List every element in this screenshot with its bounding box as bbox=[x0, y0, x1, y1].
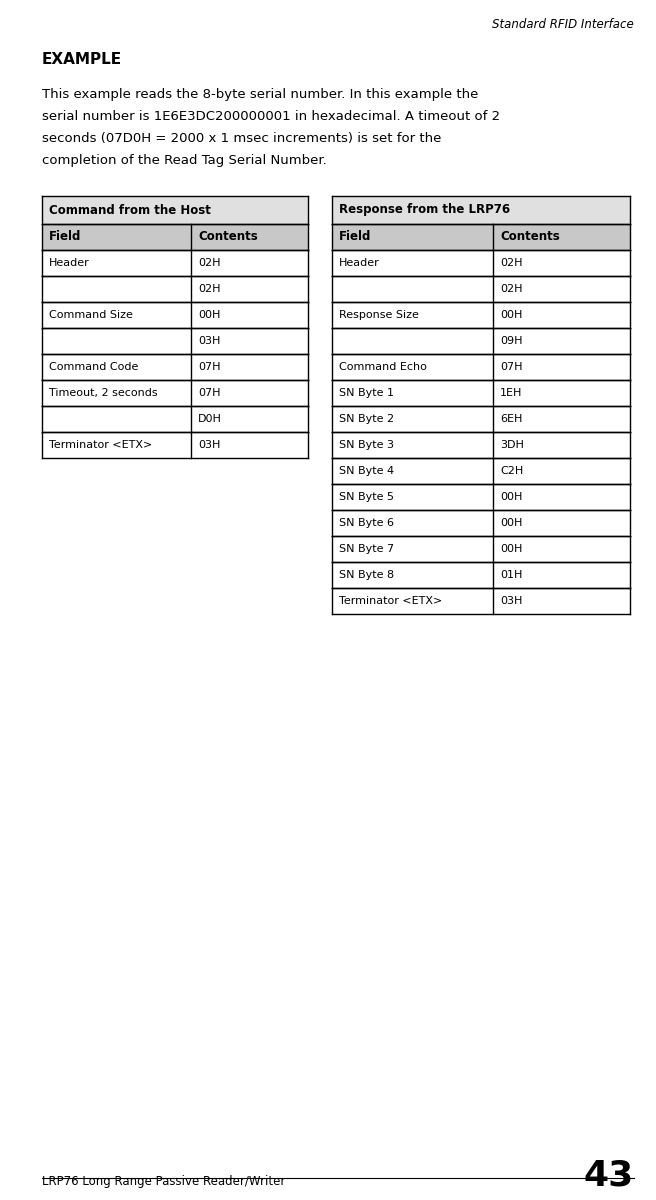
Text: 00H: 00H bbox=[198, 310, 220, 320]
Text: Command Echo: Command Echo bbox=[339, 362, 427, 372]
Text: 00H: 00H bbox=[500, 310, 522, 320]
Text: 07H: 07H bbox=[198, 362, 220, 372]
Text: SN Byte 1: SN Byte 1 bbox=[339, 388, 394, 398]
Text: Contents: Contents bbox=[198, 230, 258, 244]
Text: SN Byte 7: SN Byte 7 bbox=[339, 544, 394, 554]
Text: SN Byte 2: SN Byte 2 bbox=[339, 414, 394, 424]
Text: seconds (07D0H = 2000 x 1 msec increments) is set for the: seconds (07D0H = 2000 x 1 msec increment… bbox=[42, 132, 441, 145]
Text: 00H: 00H bbox=[500, 492, 522, 502]
Text: Header: Header bbox=[49, 258, 90, 268]
Text: SN Byte 5: SN Byte 5 bbox=[339, 492, 394, 502]
Text: 03H: 03H bbox=[198, 440, 220, 450]
Bar bbox=[332, 224, 630, 250]
Text: 1EH: 1EH bbox=[500, 388, 522, 398]
Text: 02H: 02H bbox=[500, 258, 522, 268]
Text: Terminator <ETX>: Terminator <ETX> bbox=[49, 440, 152, 450]
Text: 02H: 02H bbox=[500, 284, 522, 294]
Text: Command Size: Command Size bbox=[49, 310, 133, 320]
Text: Terminator <ETX>: Terminator <ETX> bbox=[339, 596, 442, 606]
Text: serial number is 1E6E3DC200000001 in hexadecimal. A timeout of 2: serial number is 1E6E3DC200000001 in hex… bbox=[42, 110, 500, 122]
Text: Response Size: Response Size bbox=[339, 310, 419, 320]
Text: 02H: 02H bbox=[198, 258, 220, 268]
Text: C2H: C2H bbox=[500, 466, 523, 476]
Text: 09H: 09H bbox=[500, 336, 522, 346]
Bar bbox=[42, 196, 308, 224]
Text: Field: Field bbox=[49, 230, 81, 244]
Text: LRP76 Long Range Passive Reader/Writer: LRP76 Long Range Passive Reader/Writer bbox=[42, 1175, 285, 1188]
Text: Field: Field bbox=[339, 230, 371, 244]
Text: 00H: 00H bbox=[500, 518, 522, 528]
Text: 07H: 07H bbox=[198, 388, 220, 398]
Text: Response from the LRP76: Response from the LRP76 bbox=[339, 204, 510, 216]
Text: Command Code: Command Code bbox=[49, 362, 138, 372]
Text: 3DH: 3DH bbox=[500, 440, 523, 450]
Text: This example reads the 8-byte serial number. In this example the: This example reads the 8-byte serial num… bbox=[42, 88, 478, 101]
Text: 6EH: 6EH bbox=[500, 414, 522, 424]
Text: 43: 43 bbox=[584, 1158, 634, 1192]
Text: Command from the Host: Command from the Host bbox=[49, 204, 211, 216]
Text: Timeout, 2 seconds: Timeout, 2 seconds bbox=[49, 388, 157, 398]
Text: SN Byte 4: SN Byte 4 bbox=[339, 466, 394, 476]
Text: SN Byte 6: SN Byte 6 bbox=[339, 518, 394, 528]
Text: Standard RFID Interface: Standard RFID Interface bbox=[492, 18, 634, 31]
Text: D0H: D0H bbox=[198, 414, 222, 424]
Text: 01H: 01H bbox=[500, 570, 522, 580]
Text: 07H: 07H bbox=[500, 362, 522, 372]
Text: 03H: 03H bbox=[198, 336, 220, 346]
Text: 00H: 00H bbox=[500, 544, 522, 554]
Text: EXAMPLE: EXAMPLE bbox=[42, 52, 122, 67]
Bar bbox=[332, 196, 630, 224]
Text: 02H: 02H bbox=[198, 284, 220, 294]
Bar bbox=[42, 224, 308, 250]
Text: SN Byte 3: SN Byte 3 bbox=[339, 440, 394, 450]
Text: 03H: 03H bbox=[500, 596, 522, 606]
Text: Contents: Contents bbox=[500, 230, 560, 244]
Text: completion of the Read Tag Serial Number.: completion of the Read Tag Serial Number… bbox=[42, 154, 327, 167]
Text: Header: Header bbox=[339, 258, 380, 268]
Text: SN Byte 8: SN Byte 8 bbox=[339, 570, 394, 580]
